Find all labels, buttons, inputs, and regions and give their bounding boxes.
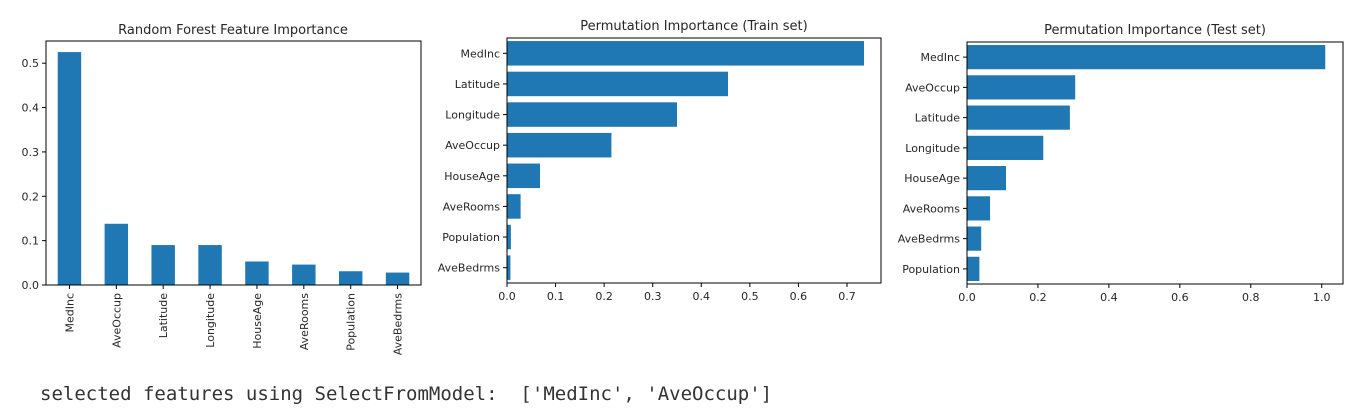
y-tick-label: AveOccup bbox=[445, 139, 500, 152]
x-tick-label: 0.3 bbox=[644, 290, 662, 303]
x-tick-label: 0.6 bbox=[790, 290, 808, 303]
y-tick-label: 0.4 bbox=[22, 102, 40, 115]
y-tick-label: MedInc bbox=[460, 47, 500, 60]
y-tick-label: AveRooms bbox=[443, 200, 500, 213]
x-tick-label: 0.0 bbox=[958, 291, 976, 304]
x-tick-label: 0.4 bbox=[1100, 291, 1118, 304]
y-tick-label: AveBedrms bbox=[898, 233, 960, 246]
bar bbox=[967, 226, 982, 251]
x-tick-label: 0.7 bbox=[838, 290, 856, 303]
chart-title: Random Forest Feature Importance bbox=[118, 23, 348, 38]
bar bbox=[967, 105, 1070, 130]
y-tick-label: 0.1 bbox=[22, 235, 40, 248]
chart-title: Permutation Importance (Test set) bbox=[1044, 23, 1266, 38]
y-tick-label: Population bbox=[902, 263, 960, 276]
bar bbox=[967, 256, 980, 281]
y-tick-label: 0.2 bbox=[22, 190, 40, 203]
x-tick-label: 0.5 bbox=[741, 290, 759, 303]
y-tick-label: Longitude bbox=[905, 142, 960, 155]
plot-frame bbox=[45, 40, 422, 286]
bar bbox=[507, 163, 541, 189]
y-tick-label: HouseAge bbox=[904, 172, 960, 185]
bar bbox=[57, 52, 82, 285]
bar bbox=[507, 71, 728, 97]
bar bbox=[967, 196, 991, 221]
bar bbox=[967, 135, 1044, 160]
y-tick-label: 0.3 bbox=[22, 146, 40, 159]
y-tick-label: Latitude bbox=[455, 78, 501, 91]
bar bbox=[104, 223, 129, 285]
y-tick-label: AveOccup bbox=[905, 81, 960, 94]
x-tick-label: HouseAge bbox=[251, 293, 264, 349]
x-tick-label: 0.6 bbox=[1171, 291, 1189, 304]
bar bbox=[198, 245, 222, 285]
x-tick-label: 0.0 bbox=[498, 290, 516, 303]
y-tick-label: AveRooms bbox=[903, 202, 960, 215]
chart-permutation-train: Permutation Importance (Train set) MedIn… bbox=[438, 19, 882, 303]
bar bbox=[507, 224, 511, 250]
y-tick-label: AveBedrms bbox=[438, 262, 500, 275]
bar bbox=[507, 194, 521, 219]
y-tick-label: Population bbox=[442, 231, 500, 244]
x-tick-label: MedInc bbox=[63, 293, 76, 333]
chart-title: Permutation Importance (Train set) bbox=[580, 19, 807, 34]
x-tick-label: Longitude bbox=[204, 293, 217, 348]
bar bbox=[507, 41, 864, 66]
bar bbox=[967, 75, 1076, 100]
bar bbox=[385, 272, 410, 285]
plot-frame bbox=[506, 37, 882, 284]
x-tick-label: 1.0 bbox=[1313, 291, 1331, 304]
bar bbox=[967, 166, 1007, 191]
bar bbox=[507, 132, 612, 158]
x-tick-label: 0.8 bbox=[1242, 291, 1260, 304]
bar bbox=[292, 264, 316, 285]
charts-figure: Random Forest Feature Importance 0.0 0.1 0… bbox=[22, 19, 1344, 355]
bar bbox=[338, 271, 363, 285]
bar bbox=[245, 261, 269, 285]
x-tick-label: 0.2 bbox=[595, 290, 613, 303]
y-tick-label: Latitude bbox=[915, 112, 961, 125]
x-tick-label: AveRooms bbox=[298, 293, 311, 350]
x-tick-label: AveOccup bbox=[110, 293, 123, 348]
x-tick-label: 0.4 bbox=[693, 290, 711, 303]
y-tick-label: MedInc bbox=[920, 51, 960, 64]
select-from-model-output: selected features using SelectFromModel:… bbox=[40, 383, 773, 405]
plot-frame bbox=[966, 41, 1344, 285]
bar bbox=[967, 45, 1326, 70]
x-tick-label: Population bbox=[345, 293, 358, 351]
y-tick-label: 0.0 bbox=[22, 279, 40, 292]
bar bbox=[507, 255, 511, 280]
y-tick-label: 0.5 bbox=[22, 57, 40, 70]
y-tick-label: Longitude bbox=[445, 109, 500, 122]
chart-rf-feature-importance: Random Forest Feature Importance 0.0 0.1 0… bbox=[22, 23, 422, 355]
x-tick-label: 0.1 bbox=[547, 290, 565, 303]
chart-permutation-test: Permutation Importance (Test set) MedInc… bbox=[898, 23, 1344, 304]
y-tick-label: HouseAge bbox=[444, 170, 500, 183]
bar bbox=[507, 102, 677, 127]
x-tick-label: AveBedrms bbox=[392, 293, 405, 355]
x-tick-label: Latitude bbox=[157, 293, 170, 339]
bar bbox=[151, 245, 175, 285]
x-tick-label: 0.2 bbox=[1029, 291, 1047, 304]
